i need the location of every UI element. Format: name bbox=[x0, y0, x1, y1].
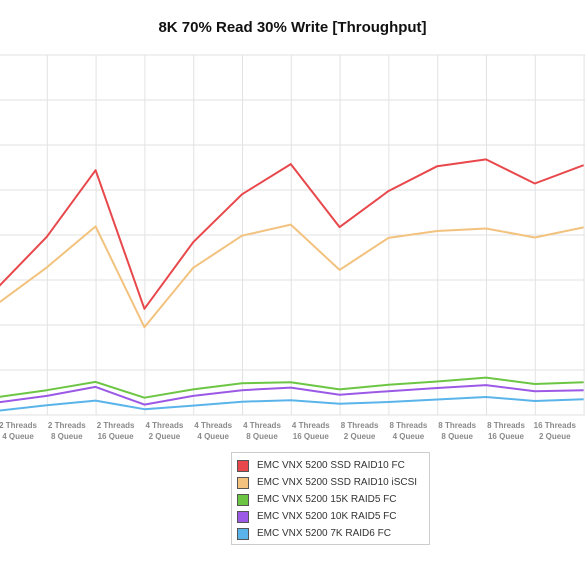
legend-swatch bbox=[237, 510, 249, 523]
chart-title: 8K 70% Read 30% Write [Throughput] bbox=[158, 19, 427, 36]
x-tick-label: 8 Threads 4 Queue bbox=[390, 421, 428, 440]
x-tick-label: 8 Threads 8 Queue bbox=[438, 421, 476, 440]
x-tick-label: 4 Threads 2 Queue bbox=[146, 421, 184, 440]
legend-swatch bbox=[237, 459, 249, 472]
x-tick-label: 4 Threads 4 Queue bbox=[194, 421, 232, 440]
x-tick-label: 4 Threads 16 Queue bbox=[292, 421, 330, 440]
x-axis-tick-labels: 2 Threads 4 Queue 2 Threads 8 Queue 2 Thread… bbox=[0, 421, 577, 440]
series-line-1 bbox=[0, 158, 584, 310]
legend-label: EMC VNX 5200 SSD RAID10 FC bbox=[257, 460, 405, 471]
legend-item: EMC VNX 5200 7K RAID6 FC bbox=[237, 525, 429, 542]
legend-swatch bbox=[237, 527, 249, 540]
x-tick-label: 8 Threads 16 Queue bbox=[487, 421, 525, 440]
legend-label: EMC VNX 5200 SSD RAID10 iSCSI bbox=[257, 477, 418, 488]
series-lines bbox=[0, 158, 584, 412]
grid bbox=[0, 54, 585, 416]
legend-swatch bbox=[237, 476, 249, 489]
series-line-4 bbox=[0, 384, 584, 406]
x-tick-label: 2 Threads 4 Queue bbox=[0, 421, 37, 440]
x-tick-label: 4 Threads 8 Queue bbox=[243, 421, 281, 440]
legend-label: EMC VNX 5200 7K RAID6 FC bbox=[257, 528, 391, 539]
legend-item: EMC VNX 5200 15K RAID5 FC bbox=[237, 491, 429, 508]
x-tick-label: 2 Threads 16 Queue bbox=[97, 421, 135, 440]
legend-label: EMC VNX 5200 15K RAID5 FC bbox=[257, 494, 397, 505]
series-line-2 bbox=[0, 223, 584, 329]
legend: EMC VNX 5200 SSD RAID10 FC EMC VNX 5200 S… bbox=[231, 452, 430, 545]
line-chart: 2 Threads 4 Queue 2 Threads 8 Queue 2 Thread… bbox=[0, 54, 585, 440]
x-tick-label: 8 Threads 2 Queue bbox=[341, 421, 379, 440]
x-tick-label: 16 Threads 2 Queue bbox=[534, 421, 577, 440]
legend-item: EMC VNX 5200 SSD RAID10 iSCSI bbox=[237, 474, 429, 491]
legend-label: EMC VNX 5200 10K RAID5 FC bbox=[257, 511, 397, 522]
series-line-5 bbox=[0, 396, 584, 412]
legend-swatch bbox=[237, 493, 249, 506]
legend-item: EMC VNX 5200 10K RAID5 FC bbox=[237, 508, 429, 525]
legend-item: EMC VNX 5200 SSD RAID10 FC bbox=[237, 457, 429, 474]
series-line-3 bbox=[0, 376, 584, 399]
x-tick-label: 2 Threads 8 Queue bbox=[48, 421, 86, 440]
